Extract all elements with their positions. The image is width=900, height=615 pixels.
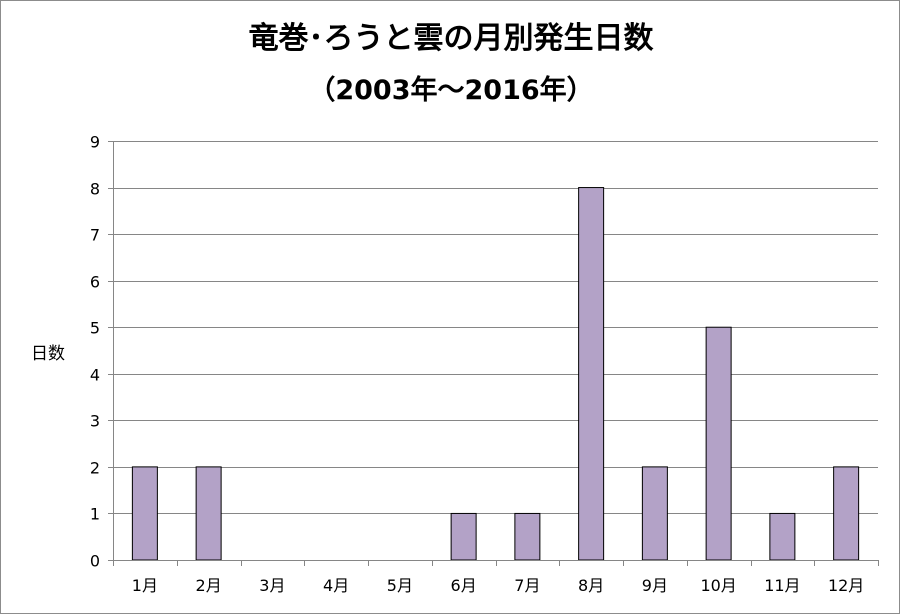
x-tick-label: 10月 [700, 576, 736, 595]
bar-2 [195, 466, 222, 561]
bar-layer [131, 187, 860, 561]
bar-10 [705, 326, 732, 561]
x-tick-label: 6月 [451, 576, 477, 595]
bar-6 [450, 512, 477, 561]
y-tick-label: 9 [90, 133, 100, 152]
bar-9 [641, 466, 668, 561]
y-tick-label: 5 [90, 319, 100, 338]
x-tick-label: 5月 [387, 576, 413, 595]
y-tick-label: 8 [90, 180, 100, 199]
y-tick-label: 7 [90, 226, 100, 245]
chart-subtitle: （2003年～2016年） [308, 75, 594, 106]
x-tick-label: 12月 [828, 576, 864, 595]
bar-12 [833, 466, 860, 561]
x-tick-label: 9月 [642, 576, 668, 595]
x-tick-label: 3月 [259, 576, 285, 595]
y-tick-label: 1 [90, 505, 100, 524]
bar-11 [769, 512, 796, 561]
x-tick-label: 11月 [764, 576, 800, 595]
x-tick-label: 4月 [323, 576, 349, 595]
x-tick-label: 7月 [514, 576, 540, 595]
y-tick-label: 2 [90, 459, 100, 478]
grid-layer [113, 141, 878, 514]
y-tick-label: 4 [90, 366, 100, 385]
x-tick-label: 1月 [132, 576, 158, 595]
y-tick-label: 0 [90, 552, 100, 571]
bar-8 [578, 187, 605, 561]
y-tick-label: 3 [90, 412, 100, 431]
x-tick-label: 2月 [196, 576, 222, 595]
y-tick-label: 6 [90, 273, 100, 292]
axis-layer: 0 1 2 3 4 5 6 7 8 9 1月 2月 3月 4月 5月 6月 7月 8月 9月 10月 11月 12月 [90, 133, 879, 595]
bar-7 [514, 512, 541, 561]
bar-1 [131, 466, 158, 561]
chart-title: 竜巻･ろうと雲の月別発生日数 [248, 21, 654, 56]
y-axis-label: 日数 [31, 344, 65, 364]
x-tick-label: 8月 [578, 576, 604, 595]
